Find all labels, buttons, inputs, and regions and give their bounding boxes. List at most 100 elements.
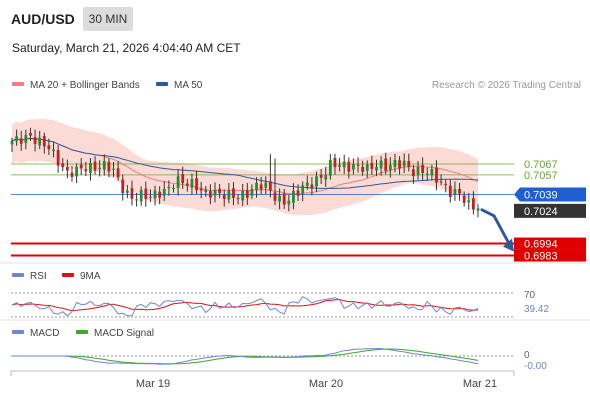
candle-body: [301, 185, 305, 194]
candle-body: [259, 184, 263, 190]
candle-body: [130, 188, 134, 199]
macd-zero-label: 0: [524, 350, 530, 361]
candle-body: [70, 172, 74, 177]
candle-body: [245, 190, 249, 198]
legend-swatch: [156, 82, 168, 87]
candle-body: [232, 188, 235, 198]
candle-body: [287, 200, 291, 205]
candle-body: [162, 188, 166, 196]
candle-body: [342, 161, 346, 168]
candle-body: [476, 208, 480, 211]
level-value: 0.6994: [524, 239, 558, 251]
candle-body: [33, 137, 37, 144]
candle-body: [365, 164, 369, 171]
candle-body: [278, 195, 281, 202]
candle-body: [209, 191, 212, 198]
candle-body: [116, 168, 120, 178]
candle-body: [107, 161, 111, 172]
ma50-line: [11, 137, 479, 189]
legend-swatch: [62, 273, 74, 278]
level-label: 0.6994: [514, 237, 586, 251]
forecast-arrowhead: [503, 238, 514, 252]
legend-rsi: RSI: [12, 271, 47, 282]
candle-body: [15, 136, 18, 142]
legend-macd-signal: MACD Signal: [76, 328, 154, 339]
level-tag: [514, 187, 586, 202]
candle-body: [24, 134, 28, 143]
rsi-panel: [0, 292, 590, 321]
level-value: 0.7039: [524, 189, 558, 201]
level-tag: [514, 237, 586, 250]
candle-body: [89, 163, 92, 173]
candle-body: [176, 176, 180, 189]
candle-body: [135, 199, 138, 201]
level-label: 0.7039: [514, 187, 586, 202]
candle-body: [195, 178, 198, 191]
level-tag: [514, 249, 586, 262]
candle-body: [282, 193, 286, 205]
candle-body: [167, 186, 171, 189]
candle-body: [361, 166, 365, 172]
candle-body: [412, 169, 415, 177]
candle-body: [264, 182, 268, 188]
candle-body: [149, 196, 152, 198]
candle-body: [310, 184, 314, 188]
candle-body: [172, 188, 175, 190]
legend-swatch: [12, 330, 24, 335]
candle-body: [398, 160, 401, 169]
candle-body: [352, 164, 355, 170]
candle-body: [42, 135, 46, 147]
candle-body: [458, 188, 461, 194]
axis-labels: 70 39.42 0 -0.00: [524, 290, 549, 372]
level-label: 0.7024: [514, 203, 586, 218]
legend-label: MACD: [30, 328, 60, 339]
candle-body: [29, 133, 32, 136]
candle-body: [375, 166, 378, 171]
candle-body: [213, 189, 217, 196]
candle-body: [402, 160, 406, 167]
candle-body: [153, 190, 157, 199]
candle-body: [292, 190, 295, 203]
legend-label: 9MA: [80, 271, 101, 282]
candle-body: [416, 166, 420, 176]
candle-body: [158, 191, 162, 198]
candle-body: [144, 188, 148, 200]
candle-body: [61, 163, 65, 168]
rsi-line: [11, 296, 479, 317]
candle-body: [425, 173, 429, 175]
legend-label: MACD Signal: [94, 328, 155, 339]
macd-last-value: -0.00: [524, 361, 547, 372]
candle-body: [315, 176, 318, 187]
candle-body: [112, 168, 115, 170]
candle-body: [472, 198, 475, 210]
candle-body: [328, 160, 332, 176]
candle-body: [384, 158, 388, 171]
legend-9ma: 9MA: [62, 271, 101, 282]
symbol-title: AUD/USD: [11, 11, 75, 27]
candle-body: [444, 183, 448, 186]
chart-datetime: Saturday, March 21, 2026 4:04:40 AM CET: [12, 41, 241, 55]
legend-swatch: [12, 82, 24, 87]
level-value: 0.7024: [524, 206, 558, 218]
forecast-arrow: [480, 208, 511, 246]
legend-ma50: MA 50: [156, 80, 202, 91]
candle-body: [333, 158, 337, 168]
candle-body: [356, 164, 360, 166]
candle-body: [125, 190, 129, 193]
candle-body: [84, 169, 88, 172]
x-tick-label: Mar 19: [136, 378, 170, 390]
candle-body: [79, 164, 83, 169]
candle-body: [47, 145, 51, 150]
candle-body: [52, 149, 55, 152]
candle-body: [199, 188, 203, 191]
candle-body: [296, 190, 300, 196]
candle-body: [19, 138, 23, 144]
macd-signal-line: [12, 348, 479, 365]
legend-label: MA 20 + Bollinger Bands: [30, 80, 140, 91]
candle-body: [102, 160, 106, 170]
timeframe-badge[interactable]: 30 MIN: [83, 7, 133, 31]
legend-ma20-bollinger: MA 20 + Bollinger Bands: [12, 80, 140, 91]
candle-body: [227, 190, 231, 200]
candle-body: [268, 181, 272, 191]
